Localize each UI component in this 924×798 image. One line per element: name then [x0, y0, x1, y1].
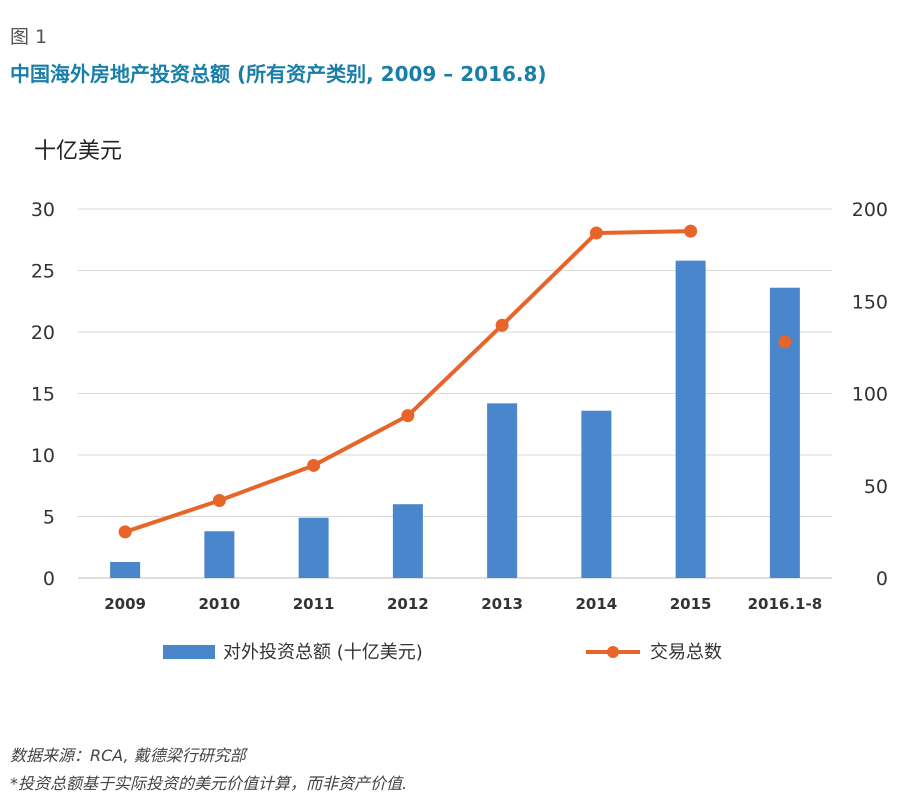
x-tick-label: 2015 — [670, 595, 712, 613]
legend-bar-swatch — [163, 645, 215, 659]
line-point — [589, 226, 603, 240]
y-axis-title: 十亿美元 — [34, 139, 122, 164]
bar — [675, 260, 706, 578]
y-tick-label: 30 — [31, 199, 55, 221]
x-tick-label: 2011 — [293, 595, 335, 613]
bar — [110, 562, 141, 578]
line-point — [118, 525, 132, 539]
x-tick-label: 2009 — [104, 595, 146, 613]
source-note: 数据来源：RCA, 戴德梁行研究部 — [10, 746, 246, 765]
line-point — [307, 458, 321, 472]
y-tick-label: 10 — [31, 445, 55, 467]
y2-tick-label: 50 — [864, 476, 888, 498]
y2-tick-label: 0 — [876, 568, 888, 590]
bar — [392, 504, 423, 578]
line-point — [778, 335, 792, 349]
line-point — [684, 224, 698, 238]
line-point — [401, 409, 415, 423]
legend-bar-label: 对外投资总额 (十亿美元) — [223, 642, 423, 663]
bar — [769, 287, 800, 578]
x-tick-label: 2012 — [387, 595, 429, 613]
y-tick-label: 15 — [31, 384, 55, 406]
legend-line-label: 交易总数 — [650, 642, 722, 663]
figure-label: 图 1 — [10, 26, 48, 48]
y-axis-ticks: 0 5 10 15 20 25 30 — [31, 199, 55, 590]
x-tick-label: 2014 — [576, 595, 618, 613]
y-tick-label: 0 — [43, 568, 55, 590]
bar — [581, 410, 612, 578]
y-tick-label: 20 — [31, 322, 55, 344]
x-axis-ticks: 2009 2010 2011 2012 2013 2014 2015 2016.1-8 — [104, 595, 822, 613]
legend-line-marker — [607, 646, 619, 658]
bar-series — [110, 260, 800, 578]
legend: 对外投资总额 (十亿美元) 交易总数 — [163, 642, 722, 663]
y2-tick-label: 150 — [852, 291, 888, 313]
gridlines — [78, 208, 832, 579]
bar — [298, 517, 329, 578]
y2-axis-ticks: 0 50 100 150 200 — [852, 199, 888, 590]
line-point — [212, 494, 226, 508]
bar — [487, 403, 518, 578]
x-tick-label: 2013 — [481, 595, 523, 613]
footnote: *投资总额基于实际投资的美元价值计算，而非资产价值. — [10, 774, 408, 793]
y2-tick-label: 100 — [852, 384, 888, 406]
bar — [204, 531, 235, 578]
y2-tick-label: 200 — [852, 199, 888, 221]
chart-title: 中国海外房地产投资总额 (所有资产类别, 2009 – 2016.8) — [10, 62, 547, 86]
x-tick-label: 2016.1-8 — [748, 595, 823, 613]
y-tick-label: 5 — [43, 507, 55, 529]
line-point — [495, 318, 509, 332]
line-series — [118, 224, 792, 539]
x-tick-label: 2010 — [199, 595, 241, 613]
y-tick-label: 25 — [31, 261, 55, 283]
